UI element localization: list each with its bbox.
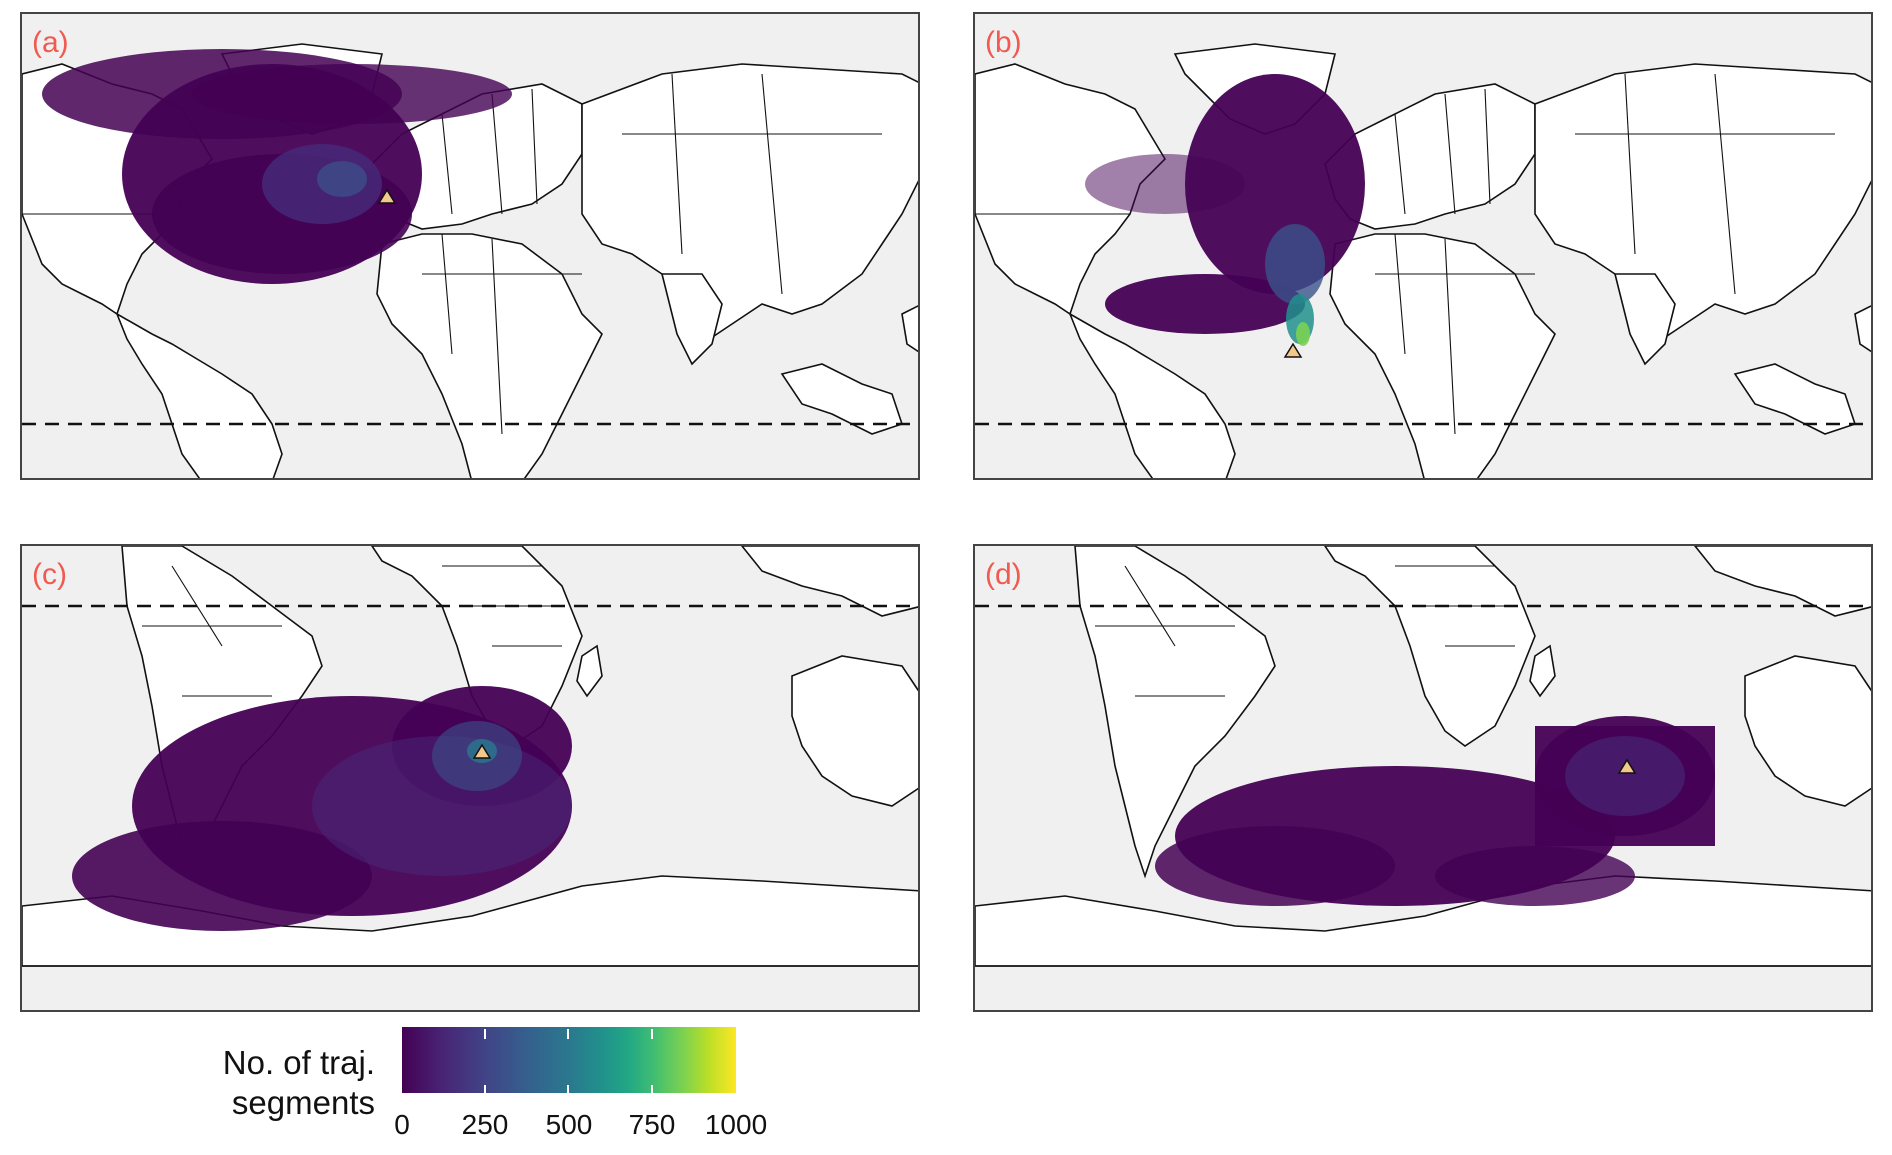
source-triangle-icon	[1617, 758, 1637, 774]
panel-label: (a)	[32, 26, 69, 59]
map-b	[975, 43, 1871, 478]
colorbar-tick-label: 750	[628, 1109, 676, 1140]
legend-title-line2: segments	[231, 1084, 375, 1121]
country-borders	[975, 73, 1835, 435]
colorbar-tick-label: 500	[545, 1109, 593, 1140]
map-d	[975, 546, 1871, 967]
trajectory-density	[1085, 74, 1365, 346]
colorbar-tick	[484, 1029, 486, 1095]
map-panel-a: (a)	[20, 12, 920, 480]
legend-title: No. of traj. segments	[190, 1043, 375, 1123]
trajectory-density	[1155, 716, 1715, 906]
legend-title-line1: No. of traj.	[222, 1044, 375, 1081]
landmasses	[975, 43, 1871, 478]
source-triangle-icon	[472, 743, 492, 759]
source-triangle-icon	[1283, 342, 1303, 358]
colorbar-tick-label: 250	[461, 1109, 509, 1140]
trajectory-density	[72, 686, 572, 931]
map-a	[22, 43, 918, 478]
panel-label: (c)	[32, 558, 67, 591]
colorbar-tick	[651, 1029, 653, 1095]
colorbar-tick	[567, 1029, 569, 1095]
map-panel-d: (d)	[973, 544, 1873, 1012]
colorbar-tick-label: 1000	[704, 1109, 768, 1140]
panel-label: (b)	[985, 26, 1022, 59]
map-panel-c: (c)	[20, 544, 920, 1012]
source-triangle-icon	[377, 188, 397, 204]
colorbar-tick-label: 0	[394, 1109, 410, 1140]
landmasses	[975, 546, 1871, 967]
map-panel-b: (b)	[973, 12, 1873, 480]
map-c	[22, 546, 918, 967]
colorbar-legend: No. of traj. segments 0 250 500 750 1000	[190, 1025, 790, 1150]
panel-label: (d)	[985, 558, 1022, 591]
trajectory-density	[42, 49, 512, 284]
viridis-colorbar	[402, 1027, 736, 1095]
